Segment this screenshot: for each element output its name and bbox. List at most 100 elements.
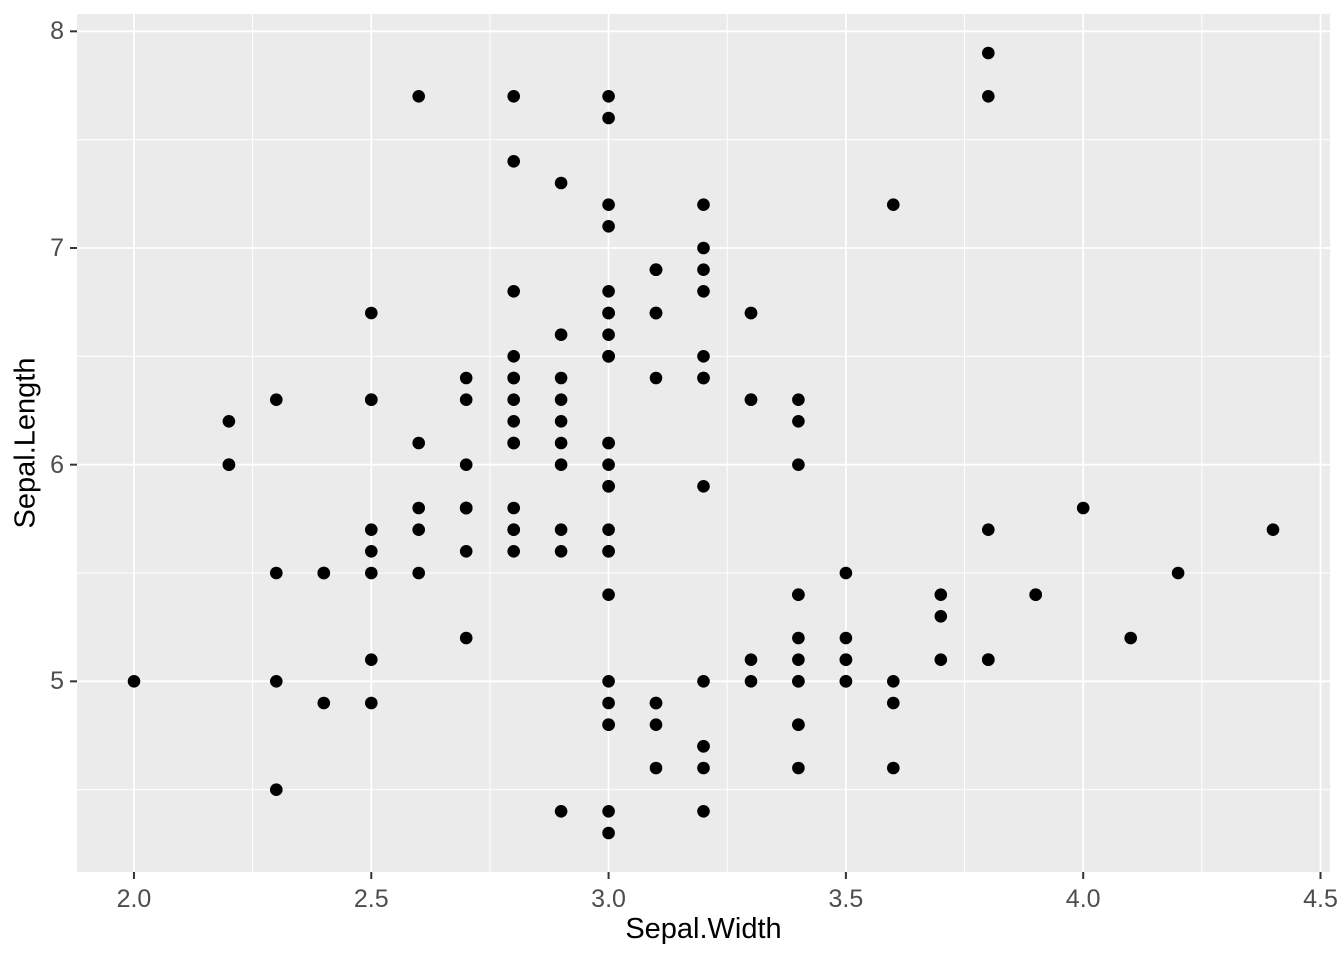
data-point [982,523,995,536]
data-point [792,761,805,775]
data-point [697,241,710,255]
data-point [270,783,283,796]
x-tick-label: 3.5 [828,885,864,913]
data-point [459,545,473,558]
data-point [934,653,948,666]
data-point [792,458,805,472]
data-point [1266,523,1280,536]
data-point [649,371,663,385]
data-point [317,566,331,580]
data-point [697,480,710,493]
data-point [697,740,710,753]
data-point [554,176,568,190]
data-point [412,566,426,580]
data-point [602,220,615,233]
data-point [602,675,615,688]
data-point [365,653,378,666]
data-point [792,675,805,688]
data-point [270,566,283,580]
data-point [602,90,615,103]
data-point [412,523,426,536]
x-tick-label: 2.5 [353,885,389,913]
data-point [365,306,378,320]
data-point [934,610,948,623]
data-point [412,436,426,450]
data-point [602,458,615,472]
data-point [697,263,710,277]
data-point [554,393,568,407]
data-point [744,675,758,688]
x-tick-label: 4.0 [1065,885,1101,913]
panel-background [77,14,1330,872]
data-point [602,350,615,363]
data-point [887,675,900,688]
data-point [507,90,520,103]
data-point [887,198,900,211]
data-point [412,90,426,103]
data-point [982,46,995,60]
data-point [982,90,995,103]
data-point [317,696,331,710]
data-point [839,675,853,688]
y-tick-label: 8 [50,17,64,46]
data-point [554,545,568,558]
data-point [507,415,520,428]
data-point [792,588,805,601]
data-point [792,393,805,407]
data-point [1029,588,1042,601]
data-point [602,306,615,320]
data-point [365,523,378,536]
data-point [602,436,615,450]
data-point [507,371,520,385]
data-point [365,545,378,558]
data-point [602,111,615,125]
data-point [744,393,758,407]
data-point [459,458,473,472]
data-point [839,631,853,645]
data-point [365,566,378,580]
data-point [697,761,710,775]
data-point [554,805,568,818]
data-point [554,415,568,428]
data-point [697,371,710,385]
data-point [602,545,615,558]
data-point [365,696,378,710]
data-point [554,523,568,536]
data-point [602,805,615,818]
data-point [507,285,520,298]
x-tick-label: 2.0 [116,885,152,913]
data-point [412,501,426,515]
data-point [507,393,520,407]
data-point [507,436,520,450]
data-point [602,696,615,710]
x-axis-title: Sepal.Width [625,913,782,945]
data-point [887,761,900,775]
data-point [507,523,520,536]
data-point [270,393,283,407]
y-tick-label: 5 [50,667,64,696]
data-point [1076,501,1090,515]
data-point [934,588,948,601]
data-point [602,523,615,536]
data-point [792,653,805,666]
y-tick-label: 6 [50,450,64,479]
data-point [602,588,615,601]
data-point [459,393,473,407]
data-point [554,328,568,342]
data-point [459,501,473,515]
data-point [1124,631,1137,645]
data-point [507,501,520,515]
data-point [270,675,283,688]
data-point [459,371,473,385]
data-point [507,155,520,168]
data-point [554,458,568,472]
data-point [507,545,520,558]
data-point [602,718,615,731]
y-axis-title: Sepal.Length [9,357,42,529]
data-point [649,263,663,277]
data-point [697,350,710,363]
data-point [792,718,805,731]
data-point [697,285,710,298]
data-point [697,198,710,211]
